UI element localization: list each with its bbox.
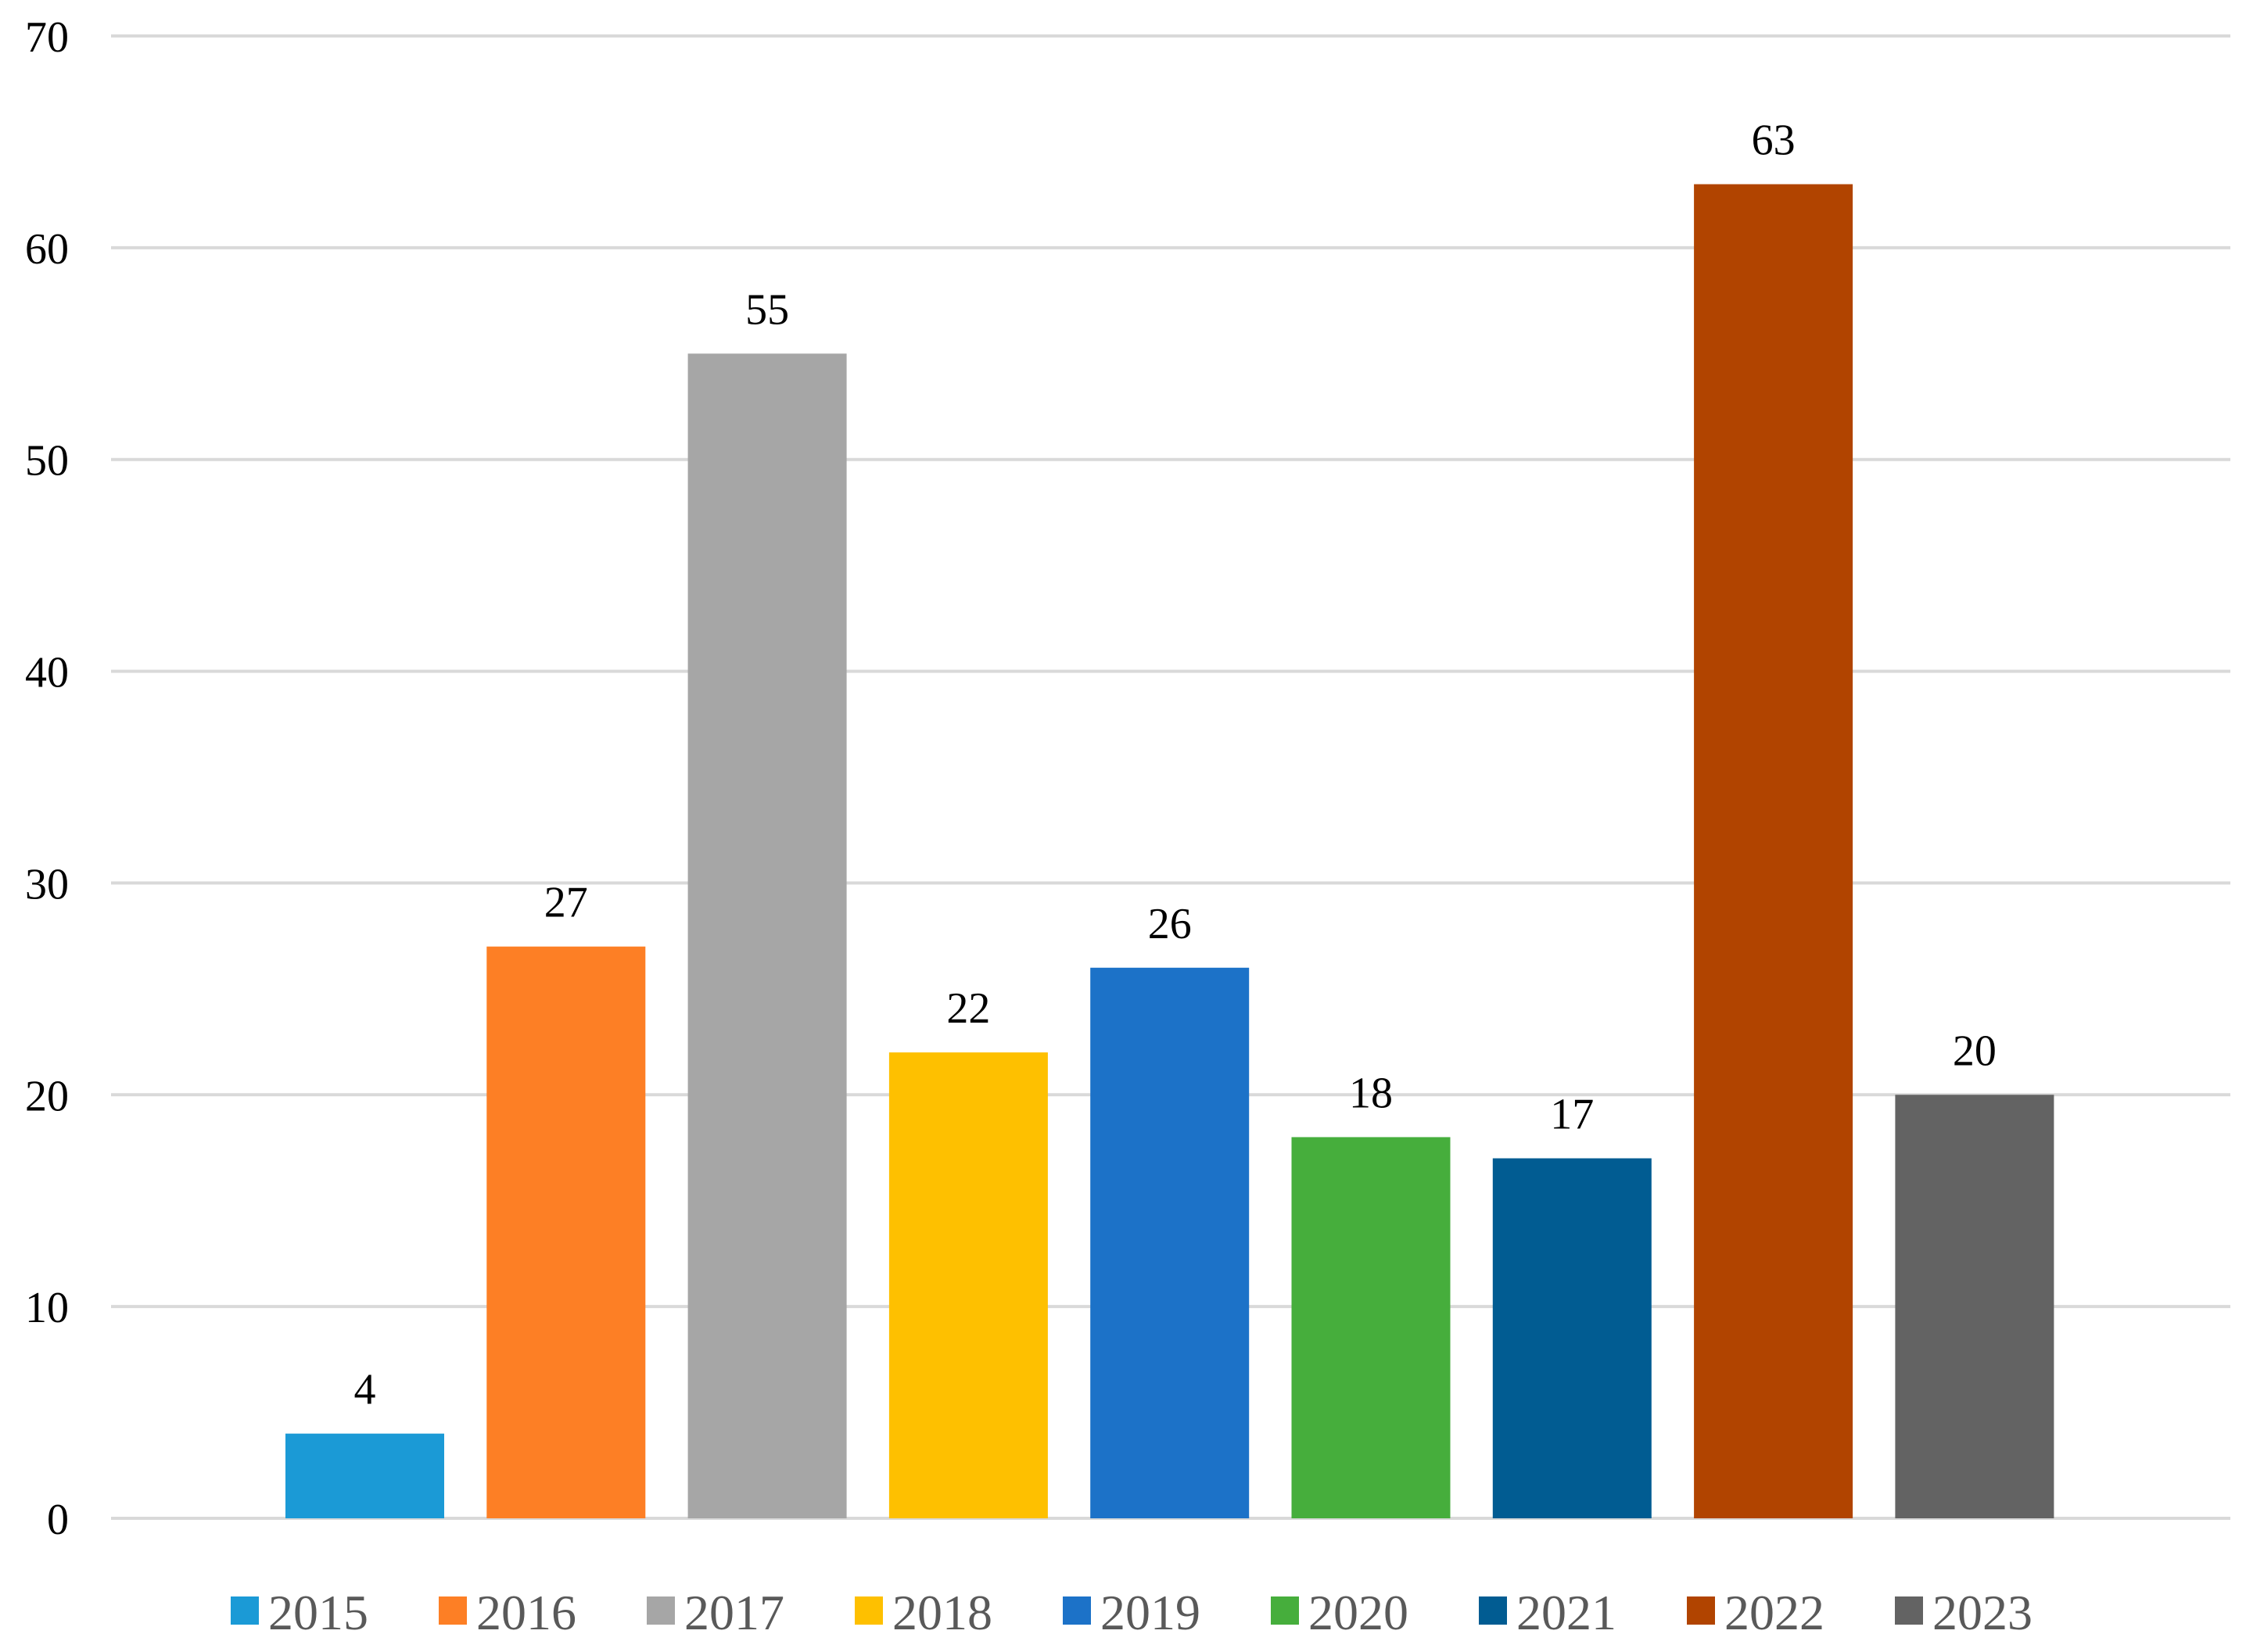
bar-2015	[285, 1433, 444, 1518]
legend-item-2015: 2015	[231, 1585, 368, 1640]
legend-item-2022: 2022	[1687, 1585, 1824, 1640]
bars	[285, 184, 2054, 1519]
bar-2020	[1291, 1137, 1451, 1518]
legend-label: 2016	[476, 1585, 576, 1640]
legend: 2015 2016 2017 2018 2019 2020 2021 2022 2023	[231, 1585, 2033, 1640]
legend-label: 2018	[892, 1585, 992, 1640]
y-tick-label: 0	[47, 1496, 69, 1544]
bar-2019	[1090, 967, 1250, 1518]
bar-2016	[486, 946, 646, 1518]
data-label-2015: 4	[354, 1366, 376, 1414]
y-tick-label: 20	[25, 1072, 69, 1120]
bar-2021	[1492, 1158, 1652, 1518]
legend-item-2021: 2021	[1479, 1585, 1616, 1640]
data-label-2016: 27	[544, 879, 588, 927]
data-label-2023: 20	[1953, 1027, 1997, 1075]
legend-label: 2022	[1724, 1585, 1824, 1640]
legend-swatch	[1895, 1596, 1923, 1625]
data-labels: 4 27 55 22 26 18 17 63 20	[354, 116, 1997, 1414]
legend-swatch	[1063, 1596, 1091, 1625]
bar-2017	[687, 353, 847, 1519]
legend-label: 2015	[268, 1585, 368, 1640]
legend-item-2018: 2018	[855, 1585, 992, 1640]
data-label-2020: 18	[1349, 1069, 1393, 1117]
data-label-2021: 17	[1550, 1091, 1594, 1139]
legend-swatch	[855, 1596, 883, 1625]
y-tick-label: 10	[25, 1284, 69, 1332]
legend-swatch	[231, 1596, 259, 1625]
legend-item-2023: 2023	[1895, 1585, 2033, 1640]
data-label-2017: 55	[745, 285, 789, 334]
data-label-2019: 26	[1148, 900, 1192, 948]
y-tick-label: 50	[25, 437, 69, 486]
legend-item-2017: 2017	[647, 1585, 784, 1640]
y-axis-tick-labels: 0 10 20 30 40 50 60 70	[25, 13, 69, 1544]
legend-label: 2017	[684, 1585, 784, 1640]
data-label-2018: 22	[946, 984, 990, 1033]
legend-swatch	[439, 1596, 467, 1625]
legend-label: 2019	[1100, 1585, 1200, 1640]
bar-2023	[1895, 1095, 2054, 1518]
data-label-2022: 63	[1752, 116, 1796, 165]
legend-label: 2023	[1932, 1585, 2033, 1640]
y-tick-label: 70	[25, 13, 69, 62]
legend-swatch	[1271, 1596, 1299, 1625]
legend-swatch	[647, 1596, 675, 1625]
legend-label: 2021	[1516, 1585, 1616, 1640]
y-tick-label: 60	[25, 225, 69, 274]
bar-2022	[1694, 184, 1853, 1519]
y-tick-label: 30	[25, 860, 69, 908]
legend-label: 2020	[1308, 1585, 1408, 1640]
legend-item-2020: 2020	[1271, 1585, 1408, 1640]
legend-swatch	[1479, 1596, 1507, 1625]
legend-item-2019: 2019	[1063, 1585, 1200, 1640]
y-tick-label: 40	[25, 649, 69, 697]
legend-item-2016: 2016	[439, 1585, 576, 1640]
legend-swatch	[1687, 1596, 1715, 1625]
bar-2018	[888, 1052, 1048, 1518]
